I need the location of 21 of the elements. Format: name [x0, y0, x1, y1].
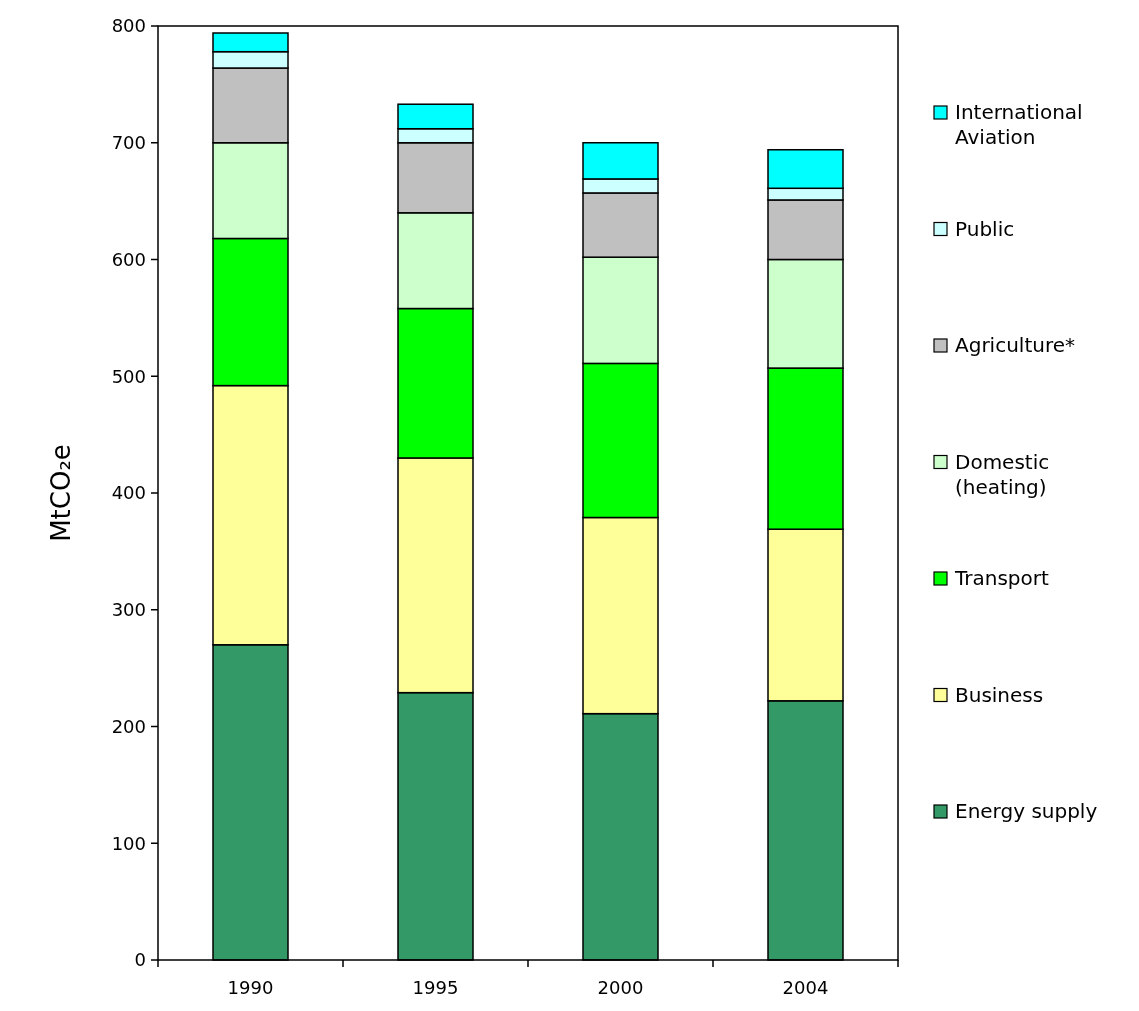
legend-label: Energy supply: [955, 799, 1098, 823]
y-axis-title: MtCO₂e: [46, 444, 76, 542]
y-tick-label: 400: [111, 482, 146, 504]
y-tick-label: 100: [111, 832, 146, 854]
legend-label: International Aviation: [955, 100, 1083, 149]
y-tick-label: 300: [111, 599, 146, 621]
x-tick-label: 1995: [412, 977, 459, 998]
legend-label: Business: [955, 682, 1044, 707]
legend-label: Transport: [954, 566, 1050, 590]
y-tick-label: 700: [111, 132, 146, 154]
legend-label: Public: [955, 216, 1015, 241]
x-tick-label: 2004: [782, 977, 829, 998]
y-tick-label: 800: [111, 15, 146, 37]
y-tick-label: 0: [134, 949, 146, 971]
y-tick-label: 500: [111, 365, 146, 387]
x-tick-label: 1990: [227, 977, 274, 998]
y-tick-label: 600: [111, 248, 146, 270]
x-tick-label: 2000: [597, 977, 644, 998]
legend-label: Agriculture*: [955, 333, 1075, 357]
y-tick-label: 200: [111, 715, 146, 737]
legend-label: Domestic (heating): [955, 449, 1050, 499]
